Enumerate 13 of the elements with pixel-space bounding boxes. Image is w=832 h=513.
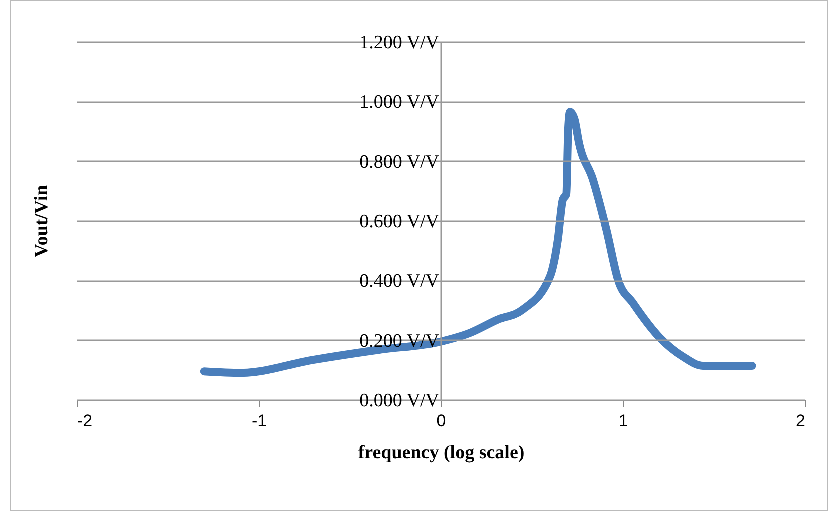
x-axis-title: frequency (log scale) — [358, 442, 525, 464]
y-tick-label: 1.200 V/V — [360, 32, 440, 54]
y-tick-label: 0.600 V/V — [360, 212, 440, 232]
y-tick-label: 0.000 V/V — [360, 390, 440, 412]
x-tick-label: 0 — [436, 412, 446, 430]
x-tick-label: -2 — [78, 412, 93, 430]
x-tick-label: 2 — [796, 412, 806, 430]
y-axis-title: Vout/Vin — [32, 184, 52, 258]
x-tick-label: 1 — [618, 412, 628, 430]
y-tick-label: 0.400 V/V — [360, 271, 440, 292]
y-tick-label: 0.800 V/V — [360, 152, 440, 173]
y-tick-label: 1.000 V/V — [360, 92, 440, 114]
x-tick-label: -1 — [252, 412, 268, 430]
